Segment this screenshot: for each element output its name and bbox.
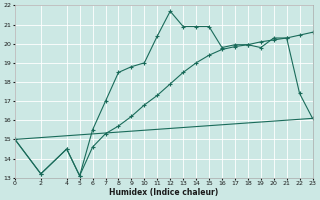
X-axis label: Humidex (Indice chaleur): Humidex (Indice chaleur) bbox=[109, 188, 218, 197]
